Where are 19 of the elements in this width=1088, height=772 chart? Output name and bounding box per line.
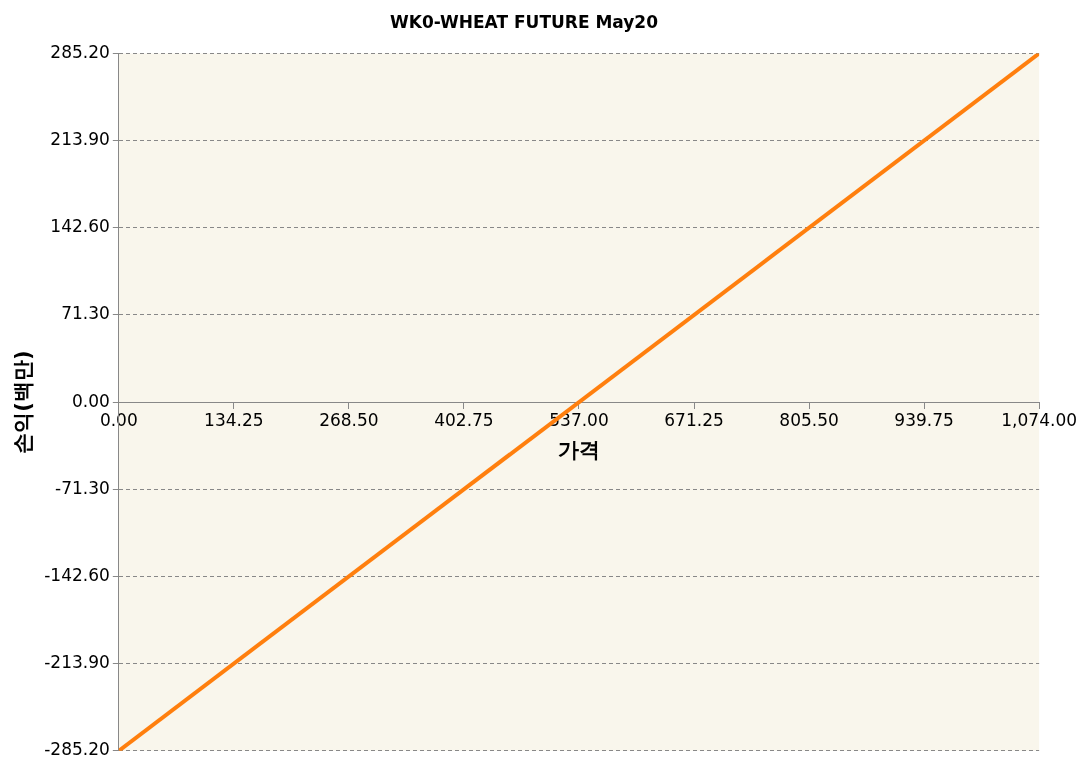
y-tick-label: -285.20 [44,739,110,760]
x-axis-title: 가격 [557,437,600,462]
y-tick-label: 71.30 [61,303,110,324]
x-tick-label: 134.25 [204,409,264,430]
y-tick-label: 285.20 [50,41,110,62]
x-tick-label: 268.50 [319,409,379,430]
y-tick-label: 142.60 [50,216,110,237]
y-tick-label: 213.90 [50,129,110,149]
x-tick-label: 671.25 [664,409,724,430]
y-axis-title: 손익(백만) [11,350,36,454]
x-tick-label: 805.50 [779,409,839,430]
y-tick-label: -213.90 [44,652,110,673]
y-tick-label: -71.30 [55,477,110,498]
y-tick-label: -142.60 [44,564,110,585]
x-tick-label: 939.75 [894,409,954,430]
x-tick-label: 1,074.00 [1001,409,1077,430]
x-tick-label: 402.75 [434,409,494,430]
y-tick-label: 0.00 [71,390,110,411]
chart-title: WK0-WHEAT FUTURE May20 [389,11,659,32]
